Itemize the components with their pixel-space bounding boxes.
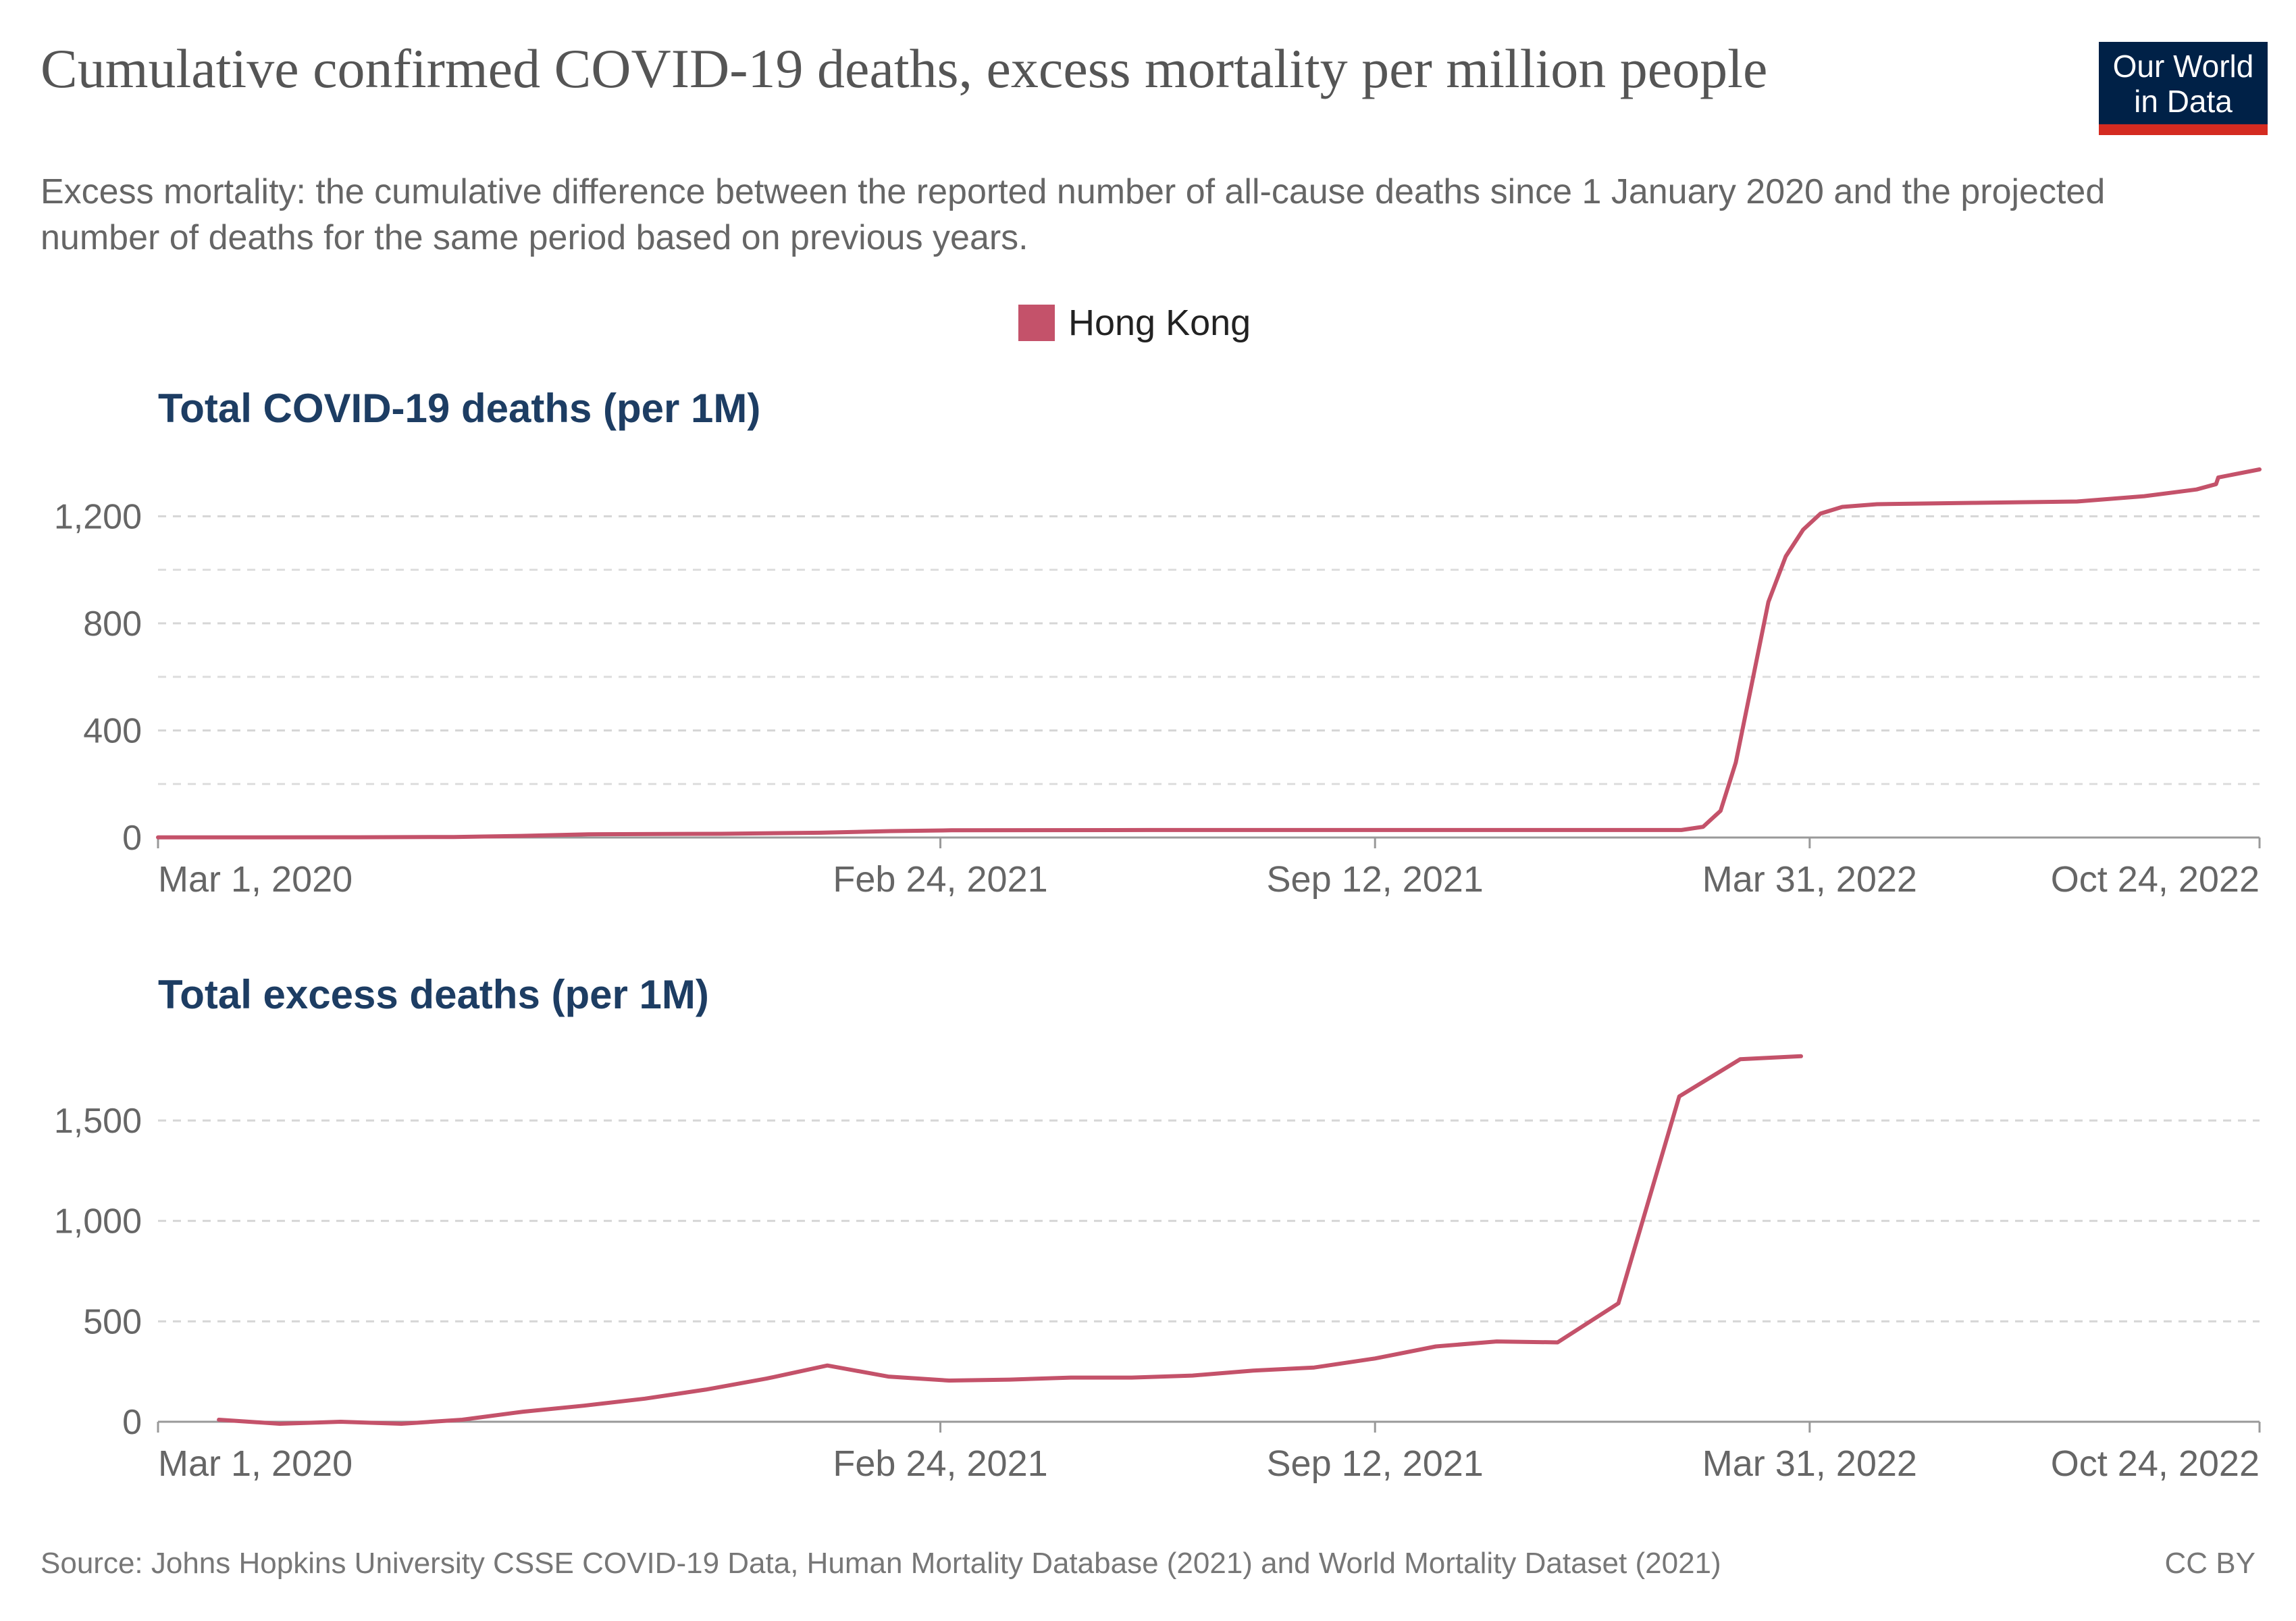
license-link[interactable]: CC BY — [2164, 1547, 2255, 1580]
x-tick-label: Feb 24, 2021 — [833, 1443, 1047, 1484]
y-tick-label: 500 — [83, 1302, 142, 1341]
x-tick-label: Oct 24, 2022 — [2051, 1443, 2260, 1484]
x-tick-label: Mar 31, 2022 — [1702, 1443, 1917, 1484]
x-tick-label: Feb 24, 2021 — [833, 859, 1047, 900]
owid-logo[interactable]: Our World in Data — [2099, 42, 2268, 135]
y-tick-label: 1,500 — [54, 1102, 142, 1141]
x-tick-label: Sep 12, 2021 — [1267, 1443, 1484, 1484]
y-tick-label: 0 — [122, 1403, 142, 1442]
chart-panel-covid-deaths: 0 400 800 1,200 Mar 1, 2020 Feb 24, 2021 Sep 1… — [54, 467, 2262, 900]
logo-line-2: in Data — [2134, 84, 2233, 119]
x-tick-label: Mar 1, 2020 — [158, 1443, 353, 1484]
series-line-hong-kong[interactable] — [156, 467, 2262, 840]
x-tick-label: Oct 24, 2022 — [2051, 859, 2260, 900]
x-tick-label: Mar 1, 2020 — [158, 859, 353, 900]
y-tick-label: 1,200 — [54, 497, 142, 536]
x-tick-label: Sep 12, 2021 — [1267, 859, 1484, 900]
series-line-hong-kong[interactable] — [217, 1054, 1803, 1426]
source-note: Source: Johns Hopkins University CSSE CO… — [41, 1547, 1721, 1580]
x-tick-label: Mar 31, 2022 — [1702, 859, 1917, 900]
legend-swatch — [1018, 305, 1055, 341]
chart-panel-excess-deaths: 0 500 1,000 1,500 Mar 1, 2020 Feb 24, 2021 Sep… — [54, 1054, 2261, 1484]
y-tick-label: 1,000 — [54, 1202, 142, 1241]
logo-line-1: Our World — [2112, 49, 2254, 84]
legend[interactable]: Hong Kong — [1018, 301, 1251, 344]
legend-label: Hong Kong — [1068, 303, 1251, 343]
panel-title-excess-deaths: Total excess deaths (per 1M) — [158, 972, 709, 1017]
panel-title-covid-deaths: Total COVID-19 deaths (per 1M) — [158, 386, 761, 431]
y-tick-label: 0 — [122, 819, 142, 858]
chart-subtitle: Excess mortality: the cumulative differe… — [41, 172, 2106, 257]
y-tick-label: 400 — [83, 711, 142, 750]
chart-title: Cumulative confirmed COVID-19 deaths, ex… — [41, 38, 1768, 99]
y-tick-label: 800 — [83, 604, 142, 644]
